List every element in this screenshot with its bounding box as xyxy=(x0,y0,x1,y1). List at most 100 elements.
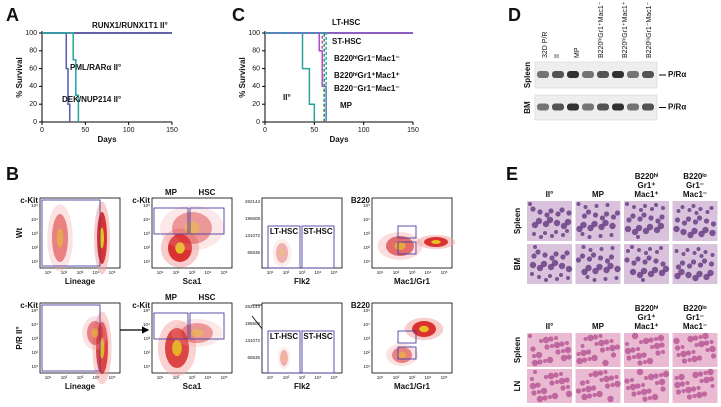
column-label: II° xyxy=(546,322,554,331)
cell xyxy=(576,357,583,365)
cell xyxy=(710,253,715,257)
density-peak xyxy=(279,249,285,257)
cell xyxy=(655,381,659,385)
cell xyxy=(698,335,703,339)
cell xyxy=(624,225,632,233)
x-label: Mac1/Gr1 xyxy=(394,382,431,391)
y-tick-label: 10¹ xyxy=(31,364,38,369)
cell xyxy=(565,229,569,233)
x-label: Flk2 xyxy=(294,277,311,286)
cell xyxy=(566,354,572,360)
y-tick-label: 10³ xyxy=(143,336,150,341)
gate-label: HSC xyxy=(199,293,216,302)
cell xyxy=(637,360,643,366)
cell xyxy=(703,340,710,346)
cell xyxy=(602,359,609,367)
x-tick-label: 10² xyxy=(61,375,68,380)
cell xyxy=(550,234,554,238)
cell xyxy=(660,261,666,267)
cell xyxy=(676,353,681,357)
x-tick-label: 10⁴ xyxy=(425,375,432,380)
cell xyxy=(550,344,554,348)
curve-label: ST-HSC xyxy=(332,37,362,46)
cell xyxy=(533,245,537,249)
cell xyxy=(636,271,644,279)
cell xyxy=(694,343,699,347)
x-tick-label: 10⁴ xyxy=(205,375,212,380)
cell xyxy=(529,261,537,269)
cell xyxy=(654,203,658,207)
cell xyxy=(646,357,654,365)
blot-band xyxy=(597,103,609,111)
x-tick-label: 10⁵ xyxy=(109,375,116,380)
cell xyxy=(692,335,699,341)
y-tick-label: 80 xyxy=(252,48,260,55)
column-label: B220ʰⁱ xyxy=(635,303,659,313)
gate xyxy=(397,330,417,344)
cell xyxy=(650,345,654,349)
cell xyxy=(685,350,692,356)
gate xyxy=(189,207,225,235)
cell xyxy=(681,389,686,393)
survival-curve xyxy=(42,32,71,122)
gate xyxy=(41,304,101,372)
cell xyxy=(531,253,537,259)
row-label: P/R II° xyxy=(15,326,24,349)
cell xyxy=(610,383,615,387)
cell xyxy=(546,216,554,224)
cell xyxy=(528,334,532,338)
x-tick-label: 10⁵ xyxy=(441,375,448,380)
y-tick-label: 100 xyxy=(25,30,37,37)
cell xyxy=(598,334,603,338)
cell xyxy=(585,275,590,279)
cell xyxy=(560,254,566,260)
cell xyxy=(685,216,692,222)
cell xyxy=(535,351,543,359)
y-label: c-Kit xyxy=(132,196,150,205)
cell xyxy=(696,386,701,390)
cell xyxy=(542,395,548,401)
cell xyxy=(596,390,603,398)
cell xyxy=(583,337,588,341)
cell xyxy=(614,344,621,350)
cell xyxy=(676,209,681,213)
cell xyxy=(691,204,696,208)
cell xyxy=(655,350,661,356)
y-tick-label: 10² xyxy=(143,245,150,250)
cell xyxy=(626,355,632,361)
cell xyxy=(661,350,665,354)
cell xyxy=(610,246,615,250)
cell xyxy=(535,382,541,388)
cell xyxy=(698,230,705,238)
cell xyxy=(681,220,688,226)
gate xyxy=(153,207,189,235)
cell xyxy=(658,269,666,277)
cell xyxy=(579,380,586,386)
y-tick-label: 80 xyxy=(29,48,37,55)
cell xyxy=(564,218,572,226)
cell xyxy=(604,258,611,264)
cell xyxy=(576,225,583,233)
cell xyxy=(610,352,617,358)
cell xyxy=(603,370,608,374)
row-label: BM xyxy=(513,257,522,270)
cell xyxy=(533,370,537,374)
density-peak xyxy=(100,227,104,249)
gate-label: HSC xyxy=(199,188,216,197)
x-tick-label: 10² xyxy=(283,375,290,380)
x-tick-label: 10³ xyxy=(409,270,416,275)
density-peak xyxy=(398,351,406,359)
cell xyxy=(553,372,559,378)
cell xyxy=(644,376,648,380)
cell xyxy=(697,371,704,377)
cell xyxy=(531,390,537,396)
cell xyxy=(597,370,604,376)
cell xyxy=(609,222,616,230)
cell xyxy=(566,210,572,216)
cell xyxy=(585,209,592,215)
cell xyxy=(703,218,710,224)
y-tick-label: 10⁵ xyxy=(363,308,370,313)
cell xyxy=(543,231,547,235)
density-core xyxy=(280,350,288,366)
cell xyxy=(558,262,566,270)
